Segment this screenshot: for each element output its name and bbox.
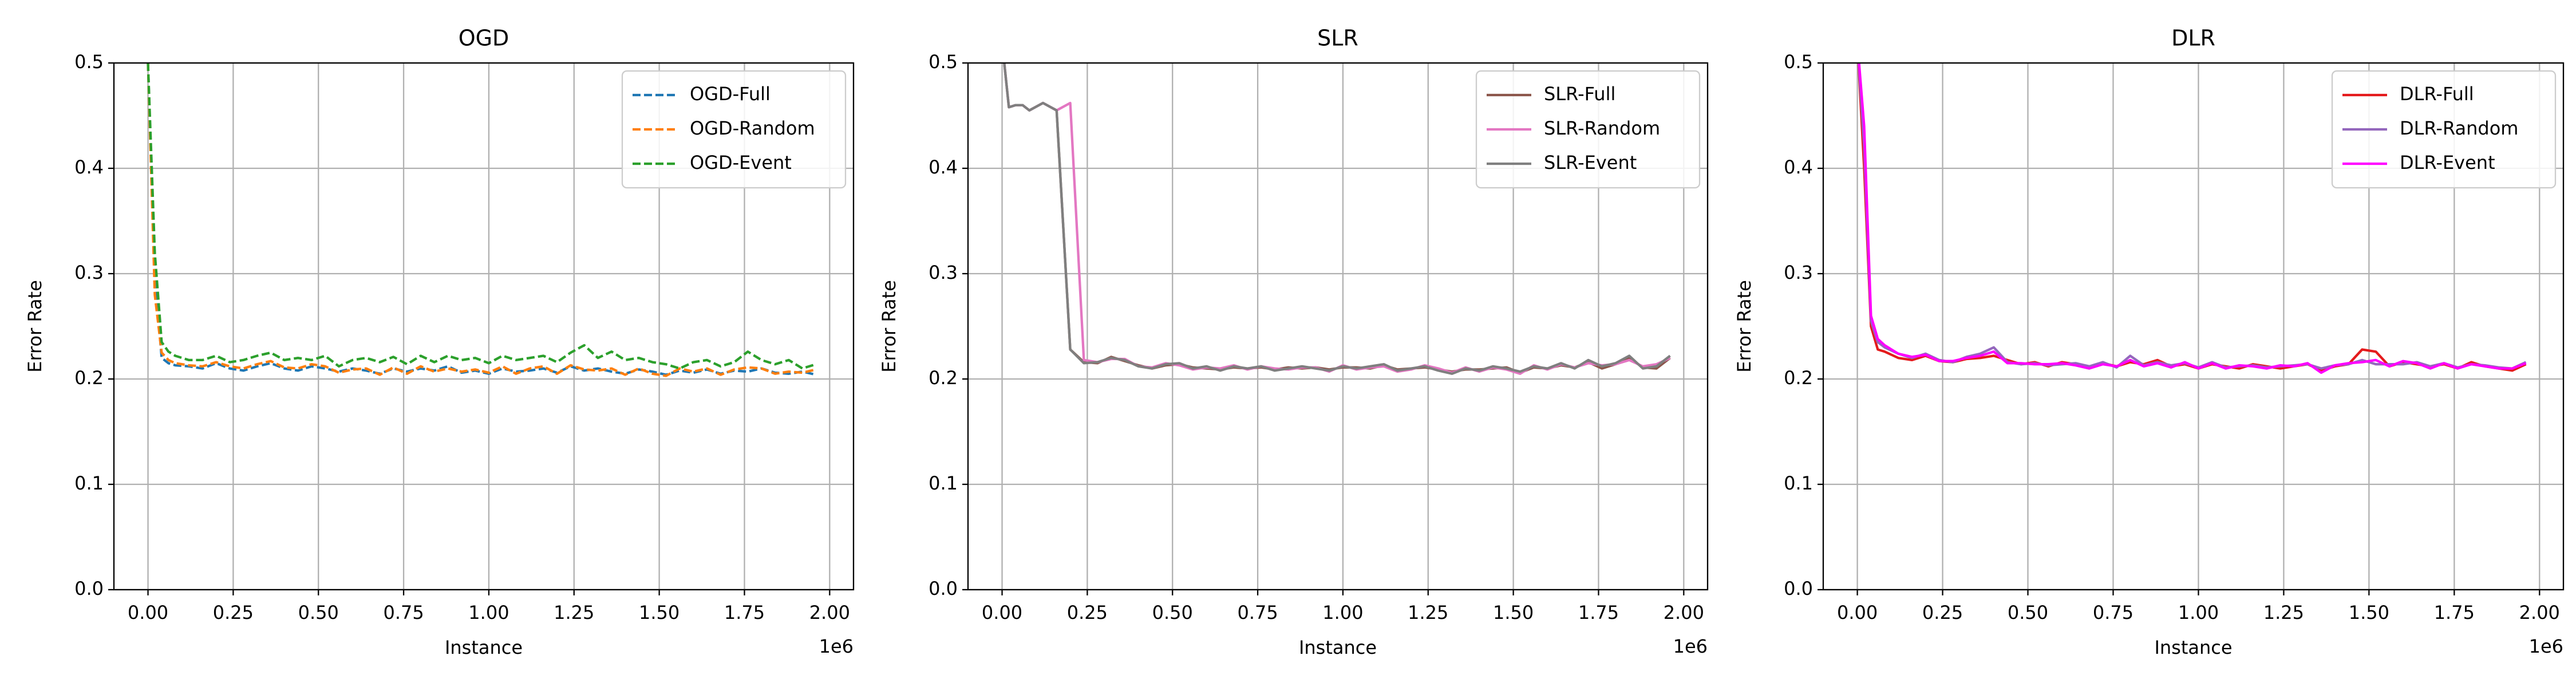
x-axis-label: Instance [1299,637,1377,658]
series-line [147,63,816,377]
x-tick-label: 1.75 [724,602,765,623]
legend-box [621,70,847,189]
y-tick-label: 0.4 [929,156,958,178]
legend-box [1475,70,1701,189]
x-tick-label: 2.00 [809,602,850,623]
legend-label: SLR-Random [1544,117,1660,139]
x-axis-label: Instance [445,637,523,658]
y-tick-label: 0.0 [1784,578,1813,599]
legend-box [2331,70,2557,189]
axes-frame [1822,62,2565,591]
x-offset-label: 1e6 [2529,635,2563,657]
x-tick-label: 0.00 [128,602,168,623]
x-tick-label: 2.00 [2519,602,2560,623]
series-line [1003,63,1671,375]
y-tick-label: 0.3 [1784,262,1813,283]
legend: SLR-Full SLR-Random SLR-Event [1475,70,1701,189]
x-tick-label: 0.50 [1152,602,1193,623]
y-tick-label: 0.0 [74,578,104,599]
x-tick-label: 0.75 [1237,602,1278,623]
legend: OGD-Full OGD-Random OGD-Event [621,70,847,189]
y-tick-label: 0.2 [74,367,104,389]
y-axis-label: Error Rate [24,280,46,373]
y-tick-label: 0.3 [74,262,104,283]
subplot: 0.00 0.25 0.50 0.75 1.00 1.25 1.50 1.75 2.00 0.0 0… [1733,26,2565,658]
x-offset-label: 1e6 [819,635,854,657]
legend-label: DLR-Full [2400,83,2474,105]
x-tick-label: 1.00 [2178,602,2219,623]
legend-label: SLR-Full [1544,83,1615,105]
chart-title: SLR [1317,26,1358,51]
y-tick-label: 0.3 [929,262,958,283]
y-tick-label: 0.5 [74,51,104,73]
y-tick-label: 0.2 [1784,367,1813,389]
legend-label: SLR-Event [1544,152,1637,173]
x-tick-label: 1.75 [2434,602,2475,623]
y-tick-label: 0.4 [74,156,104,178]
legend-label: OGD-Event [690,152,792,173]
y-tick-label: 0.1 [1784,472,1813,494]
y-tick-label: 0.4 [1784,156,1813,178]
x-tick-label: 0.75 [2093,602,2134,623]
x-tick-label: 1.75 [1578,602,1619,623]
legend-label: DLR-Random [2400,117,2518,139]
y-tick-label: 0.1 [929,472,958,494]
x-tick-label: 0.00 [982,602,1022,623]
x-tick-label: 1.25 [2263,602,2304,623]
subplot: 0.00 0.25 0.50 0.75 1.00 1.25 1.50 1.75 2.00 0.0 0… [24,26,855,658]
x-tick-label: 1.50 [2349,602,2389,623]
x-tick-label: 0.00 [1837,602,1878,623]
x-tick-label: 0.50 [298,602,339,623]
x-tick-label: 1.00 [1322,602,1363,623]
y-tick-label: 0.1 [74,472,104,494]
series-line [1858,63,2527,374]
x-tick-label: 0.50 [2008,602,2048,623]
legend-label: OGD-Random [690,117,815,139]
series-line [147,63,817,370]
y-axis-label: Error Rate [878,280,900,373]
y-tick-label: 0.5 [1784,51,1813,73]
x-tick-label: 0.75 [383,602,424,623]
axes-frame [967,62,1709,591]
legend-label: OGD-Full [690,83,771,105]
x-tick-label: 2.00 [1664,602,1704,623]
y-tick-label: 0.0 [929,578,958,599]
y-axis-label: Error Rate [1733,280,1755,373]
axes-frame [113,62,855,591]
legend-label: DLR-Event [2400,152,2495,173]
x-tick-label: 1.25 [1408,602,1448,623]
x-tick-label: 0.25 [1922,602,1963,623]
x-tick-label: 1.50 [1493,602,1534,623]
chart-title: DLR [2171,26,2215,51]
chart-title: OGD [459,26,509,51]
y-tick-label: 0.5 [929,51,958,73]
x-tick-label: 1.25 [554,602,594,623]
legend: DLR-Full DLR-Random DLR-Event [2331,70,2557,189]
subplot: 0.00 0.25 0.50 0.75 1.00 1.25 1.50 1.75 2.00 0.0 0… [878,26,1709,658]
x-tick-label: 1.50 [639,602,679,623]
x-tick-label: 1.00 [468,602,509,623]
x-axis-label: Instance [2154,637,2232,658]
x-offset-label: 1e6 [1673,635,1708,657]
x-tick-label: 0.25 [1067,602,1108,623]
y-tick-label: 0.2 [929,367,958,389]
x-tick-label: 0.25 [213,602,254,623]
